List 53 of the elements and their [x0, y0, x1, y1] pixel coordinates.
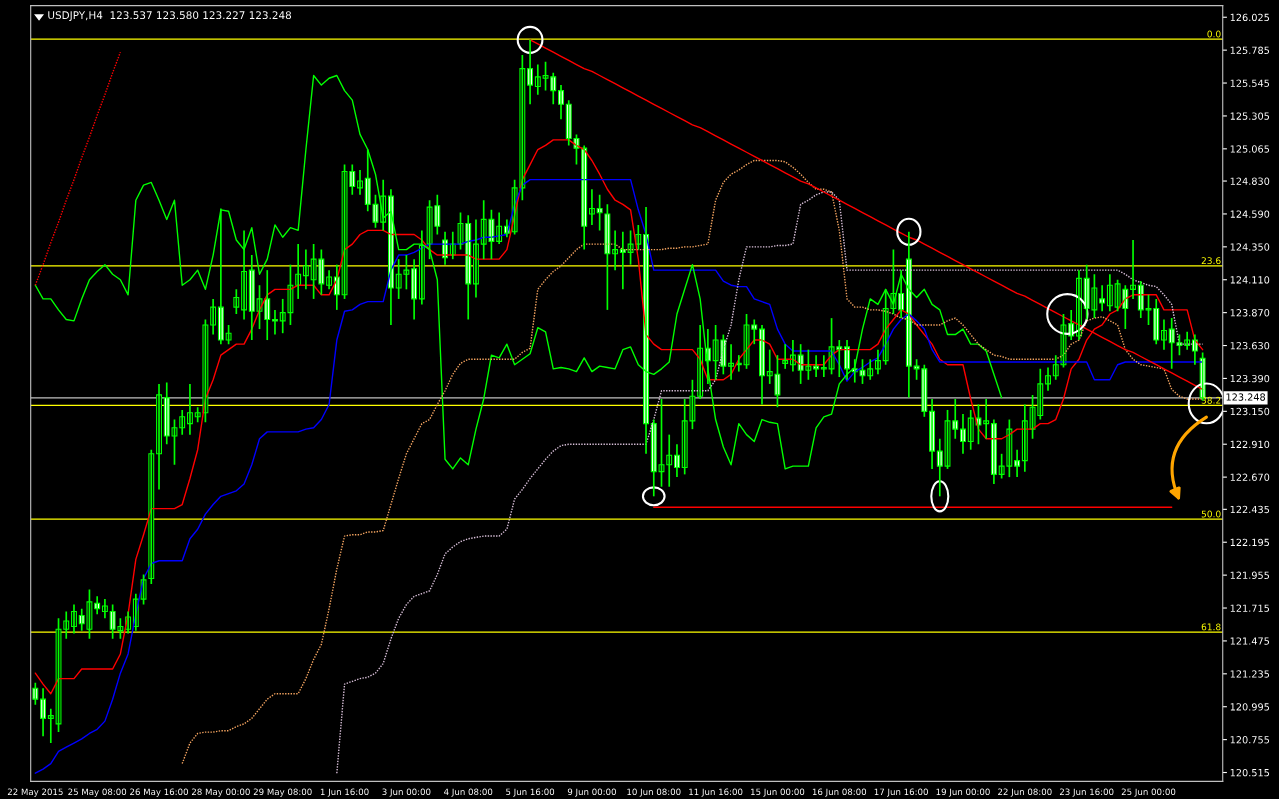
x-tick-label: 16 Jun 08:00	[812, 788, 867, 797]
y-tick-label: 123.630	[1230, 342, 1270, 350]
x-tick-label: 26 May 16:00	[130, 788, 188, 797]
y-tick-label: 122.435	[1230, 505, 1270, 514]
y-tick-label: 121.235	[1230, 670, 1270, 678]
candlestick	[272, 309, 278, 336]
y-tick-label: 120.995	[1230, 703, 1270, 711]
annotation: 61.8	[1201, 623, 1221, 631]
x-tick-label: 4 Jun 08:00	[444, 788, 493, 797]
x-tick-label: 15 Jun 00:00	[751, 788, 805, 797]
y-tick-label: 121.955	[1230, 571, 1270, 579]
annotation: 23.6	[1201, 257, 1221, 265]
y-tick-label: 120.515	[1230, 768, 1270, 777]
y-tick-label: 123.870	[1230, 309, 1270, 317]
x-tick-label: 28 May 00:00	[191, 788, 250, 797]
y-tick-label: 124.590	[1230, 210, 1270, 218]
annotation: 50.0	[1201, 510, 1221, 518]
x-tick-label: 5 Jun 16:00	[506, 788, 555, 797]
y-tick-label: 124.350	[1230, 243, 1270, 251]
x-tick-label: 9 Jun 00:00	[567, 788, 616, 797]
x-tick-label: 23 Jun 16:00	[1059, 788, 1114, 797]
y-tick-label: 122.195	[1230, 538, 1270, 547]
y-tick-label: 125.065	[1230, 145, 1270, 153]
y-tick-label: 125.305	[1230, 112, 1270, 120]
y-tick-label: 124.110	[1230, 276, 1270, 284]
x-tick-label: 1 Jun 16:00	[320, 788, 369, 797]
x-tick-label: 17 Jun 16:00	[874, 788, 928, 797]
x-tick-label: 22 Jun 08:00	[998, 788, 1052, 797]
annotation: 38.2	[1201, 396, 1221, 404]
x-tick-label: 22 May 2015	[7, 788, 63, 797]
y-tick-label: 126.025	[1230, 13, 1270, 22]
line-series	[34, 74, 1003, 470]
x-tick-label: 19 Jun 00:00	[936, 788, 990, 797]
y-tick-label: 120.755	[1230, 736, 1270, 744]
y-tick-label: 123.390	[1230, 374, 1270, 383]
ref-line-label: 123.248	[1226, 393, 1266, 401]
y-tick-label: 121.715	[1230, 604, 1270, 612]
x-tick-label: 25 Jun 00:00	[1121, 788, 1176, 797]
y-tick-label: 123.150	[1230, 407, 1270, 416]
line-series	[34, 51, 122, 286]
x-tick-label: 29 May 08:00	[253, 788, 312, 797]
y-tick-label: 125.545	[1230, 79, 1270, 87]
y-tick-label: 124.830	[1230, 177, 1270, 185]
y-tick-label: 122.670	[1230, 473, 1270, 481]
text: USDJPY,H4 123.537 123.580 123.227 123.248	[48, 11, 292, 22]
y-tick-label: 121.475	[1230, 637, 1270, 645]
x-tick-label: 25 May 08:00	[68, 788, 127, 797]
y-tick-label: 125.785	[1230, 46, 1270, 54]
x-tick-label: 3 Jun 00:00	[382, 788, 431, 797]
x-tick-label: 10 Jun 08:00	[627, 788, 681, 797]
x-tick-label: 11 Jun 16:00	[689, 788, 743, 797]
text: 0.0	[1207, 30, 1221, 38]
y-tick-label: 122.910	[1230, 440, 1270, 449]
